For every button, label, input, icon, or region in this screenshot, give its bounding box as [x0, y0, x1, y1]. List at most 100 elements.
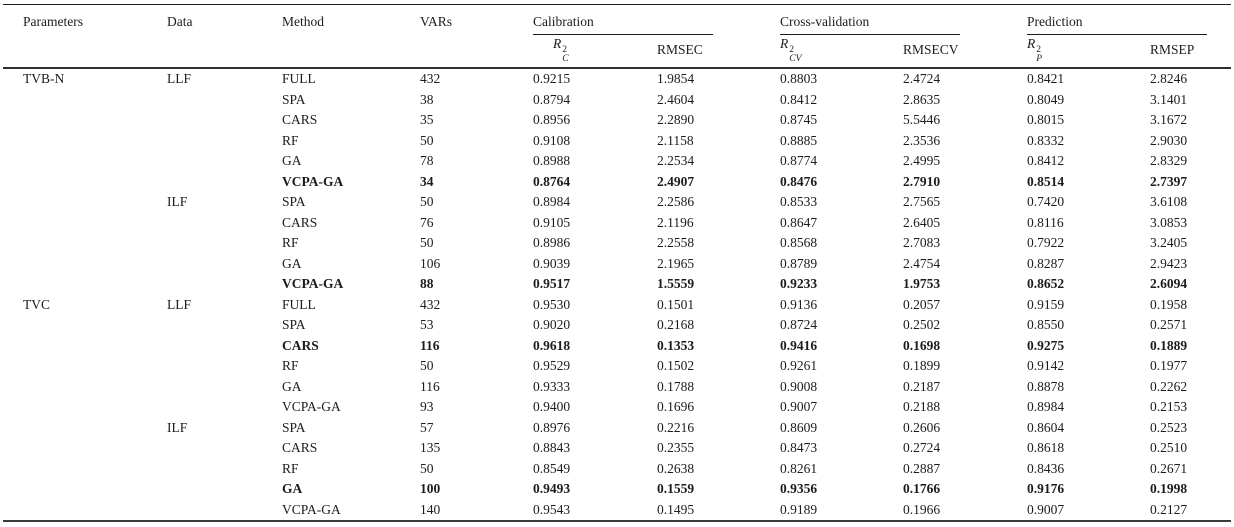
- cell-r2c: 0.9108: [533, 132, 571, 148]
- cell-method: FULL: [282, 296, 316, 312]
- cell-rmsec: 0.1788: [657, 378, 695, 394]
- cell-data: [167, 377, 282, 398]
- col-header-vars: VARs: [420, 14, 453, 29]
- cell-r2c: 0.8986: [533, 235, 571, 250]
- cell-vars: 50: [420, 460, 434, 476]
- cell-r2cv: 0.8476: [780, 173, 818, 189]
- cell-method: VCPA-GA: [282, 501, 341, 517]
- cell-method: CARS: [282, 337, 319, 353]
- cell-r2c: 0.8843: [533, 440, 571, 455]
- superscript: 2: [562, 45, 567, 56]
- cell-vars: 100: [420, 481, 441, 496]
- cell-r2c: 0.8988: [533, 153, 571, 168]
- cell-method: RF: [282, 460, 299, 476]
- cell-vars: 38: [420, 91, 434, 107]
- cell-parameters: [3, 151, 167, 172]
- cell-data: [167, 110, 282, 131]
- cell-rmsep: 0.1889: [1150, 337, 1188, 353]
- cell-r2p: 0.8550: [1027, 317, 1065, 332]
- cell-r2c: 0.8976: [533, 419, 571, 435]
- cell-r2c: 0.8794: [533, 91, 571, 107]
- table-row: ILF SPA 57 0.8976 0.2216 0.8609 0.2606 0…: [3, 418, 1231, 439]
- cell-r2p: 0.8604: [1027, 419, 1065, 435]
- cell-rmsec: 2.2890: [657, 112, 695, 127]
- cell-vars: 34: [420, 173, 434, 189]
- cell-r2cv: 0.8745: [780, 112, 818, 127]
- cell-rmsecv: 2.6405: [903, 214, 941, 230]
- cell-rmsep: 2.8329: [1150, 153, 1188, 168]
- cell-r2c: 0.9333: [533, 378, 571, 394]
- cell-method: SPA: [282, 91, 306, 107]
- cell-parameters: [3, 192, 167, 213]
- cell-rmsecv: 2.7083: [903, 235, 941, 250]
- cell-r2cv: 0.8473: [780, 440, 818, 455]
- group-label: Cross-validation: [780, 14, 960, 35]
- cell-method: RF: [282, 358, 299, 373]
- cell-method: RF: [282, 235, 299, 250]
- cell-parameters: [3, 459, 167, 480]
- cell-rmsecv: 2.4724: [903, 71, 941, 86]
- cell-r2cv: 0.8647: [780, 214, 818, 230]
- group-label: Calibration: [533, 14, 713, 35]
- cell-r2c: 0.8956: [533, 112, 571, 127]
- cell-method: GA: [282, 481, 303, 496]
- cell-rmsep: 2.6094: [1150, 276, 1188, 291]
- cell-vars: 76: [420, 214, 434, 230]
- cell-r2cv: 0.8803: [780, 71, 818, 86]
- cell-r2p: 0.8412: [1027, 153, 1065, 168]
- cell-vars: 50: [420, 132, 434, 148]
- cell-vars: 57: [420, 419, 434, 435]
- cell-rmsec: 2.4604: [657, 91, 695, 107]
- cell-r2cv: 0.8533: [780, 194, 818, 209]
- cell-method: RF: [282, 132, 299, 148]
- cell-rmsep: 3.0853: [1150, 214, 1188, 230]
- cell-rmsep: 3.1672: [1150, 112, 1188, 127]
- table-row: RF 50 0.9108 2.1158 0.8885 2.3536 0.8332…: [3, 131, 1231, 152]
- cell-data: [167, 274, 282, 295]
- cell-parameters: [3, 315, 167, 336]
- cell-r2cv: 0.8885: [780, 132, 818, 148]
- cell-rmsep: 3.2405: [1150, 235, 1188, 250]
- cell-parameters: [3, 254, 167, 275]
- subscript: CV: [789, 53, 802, 64]
- cell-r2cv: 0.8412: [780, 91, 818, 107]
- cell-rmsec: 2.1158: [657, 132, 694, 148]
- cell-r2p: 0.9142: [1027, 358, 1065, 373]
- cell-rmsec: 0.1559: [657, 481, 695, 496]
- col-header-rmsecv: RMSECV: [903, 41, 959, 57]
- cell-r2cv: 0.9189: [780, 501, 818, 517]
- cell-r2p: 0.8421: [1027, 71, 1065, 86]
- cell-rmsec: 0.1353: [657, 337, 695, 353]
- cell-data: [167, 459, 282, 480]
- cell-data: ILF: [167, 194, 188, 209]
- table-row: CARS 135 0.8843 0.2355 0.8473 0.2724 0.8…: [3, 438, 1231, 459]
- cell-rmsep: 0.1998: [1150, 481, 1188, 496]
- cell-parameters: [3, 479, 167, 500]
- cell-method: SPA: [282, 194, 306, 209]
- cell-rmsep: 0.2523: [1150, 419, 1188, 435]
- cell-r2c: 0.9493: [533, 481, 571, 496]
- cell-rmsecv: 2.4995: [903, 153, 941, 168]
- table-row: CARS 35 0.8956 2.2890 0.8745 5.5446 0.80…: [3, 110, 1231, 131]
- table-row: ILF SPA 50 0.8984 2.2586 0.8533 2.7565 0…: [3, 192, 1231, 213]
- cell-rmsecv: 5.5446: [903, 112, 941, 127]
- cell-r2cv: 0.8774: [780, 153, 818, 168]
- cell-method: FULL: [282, 71, 316, 86]
- cell-data: [167, 131, 282, 152]
- col-header-rmsec: RMSEC: [657, 41, 703, 57]
- cell-method: CARS: [282, 214, 318, 230]
- cell-rmsecv: 2.7565: [903, 194, 941, 209]
- cell-data: ILF: [167, 419, 188, 435]
- cell-vars: 35: [420, 112, 434, 127]
- results-table: Parameters Data Method VARs Calibration …: [3, 4, 1231, 522]
- cell-data: [167, 172, 282, 193]
- cell-r2c: 0.9039: [533, 255, 571, 271]
- table-row: SPA 53 0.9020 0.2168 0.8724 0.2502 0.855…: [3, 315, 1231, 336]
- cell-method: GA: [282, 153, 302, 168]
- cell-r2p: 0.8984: [1027, 399, 1065, 414]
- col-header-r2cv: R 2 CV: [780, 35, 903, 68]
- group-header-prediction: Prediction: [1027, 5, 1231, 35]
- cell-parameters: [3, 377, 167, 398]
- cell-data: [167, 479, 282, 500]
